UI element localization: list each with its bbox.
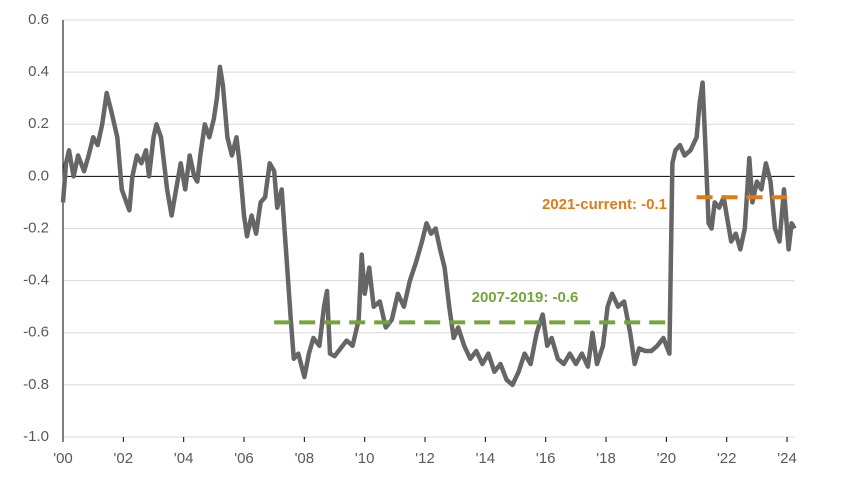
y-tick-label: 0.2 <box>28 115 49 132</box>
x-tick-label: '24 <box>777 450 797 467</box>
y-tick-label: -0.8 <box>23 376 49 393</box>
x-tick-label: '12 <box>415 450 435 467</box>
y-tick-label: 0.4 <box>28 63 49 80</box>
x-tick-label: '20 <box>657 450 677 467</box>
annotation: 2007-2019: -0.6 <box>472 289 579 306</box>
x-tick-label: '22 <box>717 450 737 467</box>
x-tick-label: '06 <box>234 450 254 467</box>
x-tick-label: '02 <box>114 450 134 467</box>
x-tick-label: '00 <box>53 450 73 467</box>
y-tick-label: -0.4 <box>23 272 49 289</box>
x-tick-label: '10 <box>355 450 375 467</box>
x-tick-label: '18 <box>596 450 616 467</box>
x-tick-label: '08 <box>295 450 315 467</box>
x-tick-label: '16 <box>536 450 556 467</box>
y-tick-label: -0.2 <box>23 219 49 236</box>
annotation: 2021-current: -0.1 <box>542 196 667 213</box>
x-tick-label: '04 <box>174 450 194 467</box>
data-line <box>60 64 797 388</box>
y-tick-label: 0.0 <box>28 167 49 184</box>
y-tick-label: -1.0 <box>23 428 49 445</box>
y-tick-label: 0.6 <box>28 11 49 28</box>
x-tick-label: '14 <box>476 450 496 467</box>
y-tick-label: -0.6 <box>23 324 49 341</box>
